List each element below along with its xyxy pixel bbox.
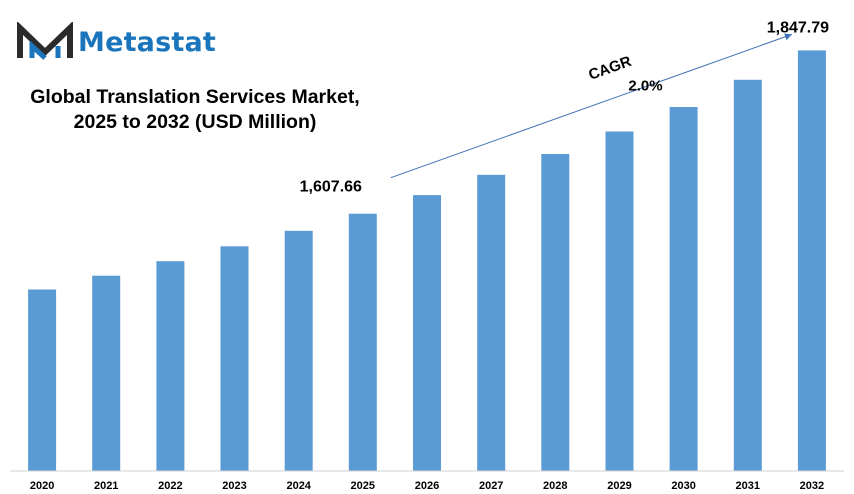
bar-2024	[284, 230, 313, 471]
bar-2032	[797, 50, 826, 472]
bar-2022	[156, 261, 185, 471]
x-tick-label-2029: 2029	[607, 480, 631, 492]
metastat-m-logo-icon	[17, 22, 73, 60]
bar-2023	[220, 246, 249, 471]
bar-2029	[605, 131, 634, 471]
x-tick-label-2026: 2026	[415, 480, 439, 492]
x-tick-label-2030: 2030	[671, 480, 695, 492]
x-tick-label-2031: 2031	[736, 480, 760, 492]
x-tick-label-2032: 2032	[800, 480, 824, 492]
x-tick-label-2028: 2028	[543, 480, 567, 492]
x-tick-label-2021: 2021	[94, 480, 118, 492]
bar-2028	[541, 154, 570, 471]
bar-2020	[28, 289, 57, 471]
data-label-2025: 1,607.66	[300, 179, 362, 196]
x-tick-label-2025: 2025	[351, 480, 375, 492]
bar-2030	[669, 107, 698, 471]
cagr-arrow-head	[784, 33, 792, 41]
bar-2026	[413, 195, 441, 471]
cagr-label: CAGR	[586, 53, 633, 84]
cagr-arrow-line	[390, 33, 793, 179]
bar-2021	[92, 275, 121, 471]
bar-2031	[733, 79, 762, 472]
chart-title-line-2: 2025 to 2032 (USD Million)	[73, 111, 317, 133]
x-tick-label-2023: 2023	[222, 480, 246, 492]
data-label-2032: 1,847.79	[767, 19, 829, 36]
chart-title: Global Translation Services Market, 2025…	[20, 85, 370, 135]
bar-2027	[477, 174, 506, 472]
brand-logo: Metastat	[16, 22, 216, 62]
brand-name: Metastat	[78, 26, 217, 58]
bar-2025	[348, 213, 377, 471]
cagr-value: 2.0%	[628, 78, 662, 95]
x-tick-label-2022: 2022	[158, 480, 182, 492]
chart-title-line-1: Global Translation Services Market,	[30, 86, 360, 108]
x-tick-label-2027: 2027	[479, 480, 503, 492]
x-tick-label-2020: 2020	[30, 480, 54, 492]
x-tick-label-2024: 2024	[286, 480, 311, 492]
